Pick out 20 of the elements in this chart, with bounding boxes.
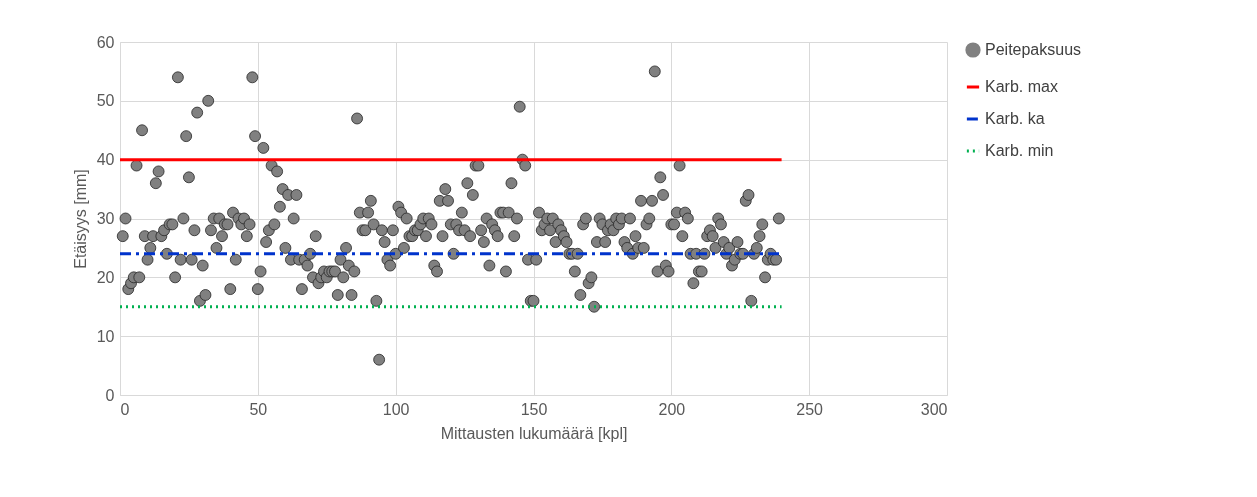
- x-tick-label: 250: [796, 400, 824, 418]
- legend-label: Karb. max: [985, 78, 1058, 95]
- legend-label: Karb. ka: [985, 110, 1045, 127]
- y-axis-title: Etäisyys [mm]: [71, 169, 89, 269]
- y-tick-label: 30: [96, 210, 115, 227]
- legend-label: Karb. min: [985, 142, 1054, 159]
- y-tick-label: 60: [96, 33, 115, 51]
- x-tick-label: 50: [249, 400, 268, 418]
- y-tick-label: 10: [96, 327, 115, 345]
- legend-label: Peitepaksuus: [985, 41, 1082, 58]
- x-tick-label: 150: [520, 400, 548, 418]
- x-tick-label: 0: [120, 400, 130, 418]
- x-tick-label: 200: [658, 400, 686, 418]
- y-tick-label: 50: [96, 92, 115, 110]
- y-tick-label: 0: [105, 386, 115, 404]
- x-axis-title: Mittausten lukumäärä [kpl]: [440, 424, 628, 442]
- x-tick-label: 300: [920, 400, 948, 418]
- y-tick-label: 40: [96, 151, 115, 169]
- y-tick-label: 20: [96, 268, 115, 286]
- x-tick-label: 100: [382, 400, 410, 418]
